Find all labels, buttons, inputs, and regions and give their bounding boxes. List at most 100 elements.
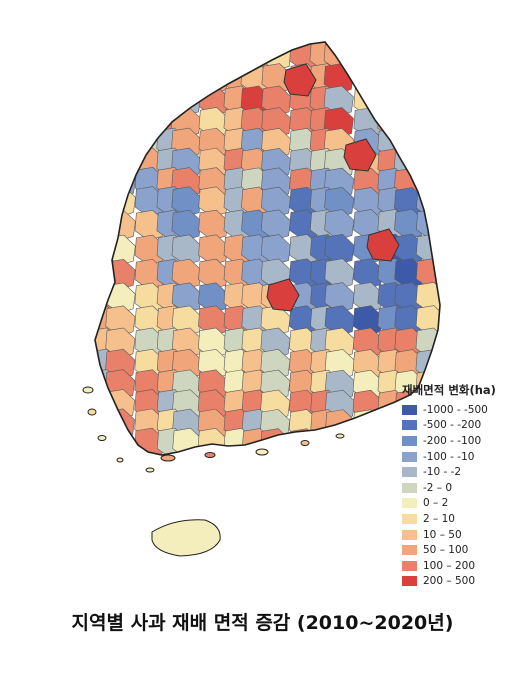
legend-label: 100 – 200 [423,559,476,572]
legend-label: -1000 - -500 [423,403,488,416]
legend-swatch [402,420,417,431]
region-cell [156,42,187,48]
region-cell [171,258,202,290]
legend-label: 0 – 2 [423,497,449,510]
region-cell [95,63,100,95]
region-cell [353,42,384,47]
region-cell [156,42,187,71]
region-cell [366,228,400,262]
region-cell [393,85,424,117]
legend-label: -200 - -100 [423,434,482,447]
region-cell [134,234,165,266]
legend-swatch [402,498,417,509]
legend-item: -1000 - -500 [402,402,520,418]
region-cell [95,427,119,455]
region-cell [95,42,118,72]
region-cell [95,147,100,179]
region-cell [353,258,384,289]
region-cell [416,85,440,117]
region-cell [261,186,291,218]
region-cell [324,258,355,290]
region-cell [134,42,165,72]
region-cell [416,107,440,139]
region-cell [325,428,356,455]
legend-item: 200 – 500 [402,574,520,590]
legend-item: -2 – 0 [402,480,520,496]
region-cell [223,42,254,71]
region-cell [95,63,118,95]
region-cell [198,234,229,266]
legend-item: -200 - -100 [402,433,520,449]
region-cell [171,186,202,218]
region-cell [95,259,100,290]
region-cell [95,427,100,455]
region-cell [198,42,229,71]
region-cell [105,166,136,198]
region-cell [170,42,201,71]
region-cell [156,85,187,117]
region-cell [394,208,425,240]
region-cell [105,305,136,337]
legend-swatch [402,529,417,540]
region-cell [324,233,355,265]
region-cell [95,282,100,314]
region-cell [95,234,100,266]
region-cell [260,209,291,241]
region-cell [95,42,118,48]
region-cell [106,127,137,159]
legend-label: 50 – 100 [423,544,469,557]
region-cell [95,85,118,117]
region-cell [323,85,354,117]
korea-choropleth-map [82,41,441,557]
region-cell [393,42,424,71]
region-cell [416,63,440,94]
legend-swatch [402,482,417,493]
region-cell [393,107,424,139]
legend-swatch [402,576,417,587]
region-cell [416,42,440,71]
region-cell [324,282,355,313]
region-cell [198,63,229,95]
legend-swatch [402,467,417,478]
region-cell [416,128,440,159]
legend-item: -100 - -10 [402,449,520,465]
legend-label: -100 - -10 [423,450,475,463]
region-cell [134,107,165,138]
region-cell [95,348,100,380]
legend-swatch [402,560,417,571]
legend-item: 2 – 10 [402,511,520,527]
region-cell [134,85,165,117]
region-cell [266,278,300,312]
region-cell [106,85,137,117]
region-cell [95,106,100,138]
legend-item: -500 - -200 [402,418,520,434]
region-cell [171,209,202,241]
region-cell [95,106,118,138]
region-cell [135,42,165,48]
legend-label: 200 – 500 [423,575,476,588]
region-cell [198,258,229,290]
region-cell [95,369,100,400]
region-cell [343,138,377,172]
legend-label: -2 – 0 [423,481,453,494]
region-cell [416,42,440,47]
legend-swatch [402,513,417,524]
legend-label: 2 – 10 [423,512,455,525]
legend-item: 0 – 2 [402,496,520,512]
region-cell [416,148,440,180]
region-cell [95,186,119,217]
region-cell [377,63,408,94]
region-cell [106,42,137,48]
region-cell [352,428,383,455]
region-cell [95,210,100,241]
region-cell [261,42,292,47]
region-cell [95,85,100,117]
region-cell [353,63,384,94]
region-cell [171,234,202,266]
region-cell [134,63,165,95]
map-legend: 재배면적 변화(ha) -1000 - -500 -500 - -200 -200 … [402,382,520,589]
region-cell [95,147,118,179]
legend-swatch [402,435,417,446]
region-cell [106,147,136,179]
region-cell [416,168,440,199]
